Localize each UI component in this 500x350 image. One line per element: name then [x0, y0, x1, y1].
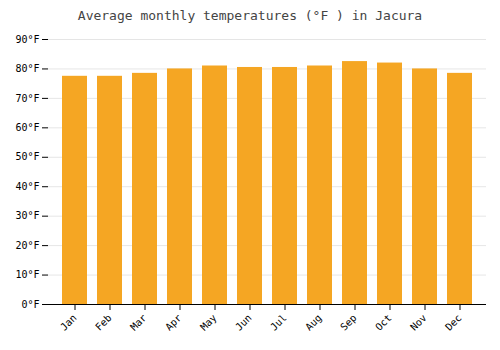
svg-text:Mar: Mar [128, 312, 149, 333]
svg-text:30°F: 30°F [15, 210, 39, 221]
svg-text:40°F: 40°F [15, 181, 39, 192]
svg-text:Jan: Jan [58, 312, 79, 333]
svg-text:Apr: Apr [163, 312, 184, 333]
svg-text:80°F: 80°F [15, 63, 39, 74]
svg-text:Aug: Aug [303, 312, 324, 333]
svg-text:Jun: Jun [233, 312, 254, 333]
html-text:Average monthly temperatures (: Average monthly temperatures (°F ) in Ja… [77, 8, 423, 23]
svg-text:Jul: Jul [268, 312, 289, 333]
svg-text:60°F: 60°F [15, 122, 39, 133]
svg-text:Feb: Feb [93, 312, 114, 333]
svg-text:20°F: 20°F [15, 240, 39, 251]
svg-text:0°F: 0°F [21, 299, 39, 310]
svg-text:Dec: Dec [443, 312, 464, 333]
svg-text:50°F: 50°F [15, 151, 39, 162]
svg-text:Oct: Oct [373, 312, 394, 333]
svg-text:May: May [198, 312, 219, 333]
svg-text:70°F: 70°F [15, 93, 39, 104]
svg-text:Sep: Sep [338, 312, 359, 333]
svg-text:10°F: 10°F [15, 269, 39, 280]
svg-text:90°F: 90°F [15, 34, 39, 45]
svg-text:Nov: Nov [408, 312, 429, 333]
